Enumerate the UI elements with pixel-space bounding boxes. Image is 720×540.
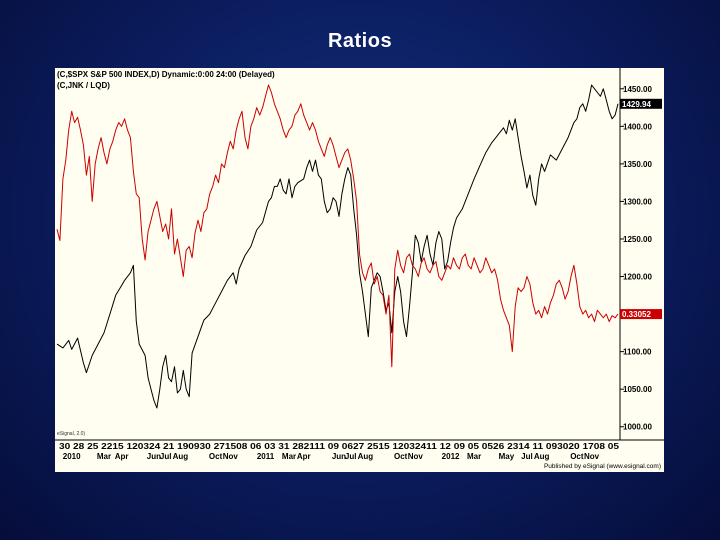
spx-last-label-box xyxy=(620,98,662,109)
series-line-jnk-lqd xyxy=(56,84,619,368)
x-month-label: May xyxy=(499,452,515,461)
x-month-label: Jun xyxy=(332,452,346,461)
x-month-label: Oct xyxy=(209,452,223,461)
y-tick-label: 1300.00 xyxy=(623,197,652,206)
slide-title: Ratios xyxy=(327,30,393,52)
series-line-spx xyxy=(56,84,619,409)
ratio-chart: (C,$SPX S&P 500 INDEX,D) Dynamic:0:00 24… xyxy=(55,68,664,472)
y-tick-label: 1050.00 xyxy=(623,385,652,394)
x-month-label: Aug xyxy=(358,452,374,461)
x-month-label: Aug xyxy=(534,452,550,461)
x-month-label: Jul xyxy=(345,452,357,461)
last-value-labels: 1429.94 0.33052 xyxy=(620,98,662,320)
chart-header-line2: (C,JNK / LQD) xyxy=(57,81,110,90)
x-month-label: Apr xyxy=(297,452,311,461)
y-tick-label: 1250.00 xyxy=(623,235,652,244)
x-month-label: Mar xyxy=(97,452,111,461)
y-tick-label: 1350.00 xyxy=(623,160,652,169)
x-month-label: 2011 xyxy=(257,452,275,461)
x-month-label: Mar xyxy=(282,452,296,461)
y-tick-label: 1200.00 xyxy=(623,273,652,282)
x-month-label: Apr xyxy=(115,452,129,461)
ratio-last-label: 0.33052 xyxy=(622,310,651,319)
x-month-label: Oct xyxy=(570,452,584,461)
chart-watermark: eSignal, 2.0) xyxy=(57,431,85,437)
plot-lines xyxy=(56,84,619,409)
x-month-label: Jul xyxy=(160,452,172,461)
x-month-label: Jun xyxy=(147,452,161,461)
x-month-label: Nov xyxy=(408,452,424,461)
x-month-label: Aug xyxy=(173,452,189,461)
x-month-label: Jul xyxy=(521,452,533,461)
y-tick-label: 1100.00 xyxy=(623,348,652,357)
x-month-label: Nov xyxy=(223,452,239,461)
ratio-last-label-box xyxy=(620,309,662,320)
chart-footer-note: Published by eSignal (www.esignal.com) xyxy=(544,463,661,470)
spx-last-label: 1429.94 xyxy=(622,100,651,109)
x-month-label: 2012 xyxy=(442,452,460,461)
x-month-label: Oct xyxy=(394,452,408,461)
y-tick-label: 1000.00 xyxy=(623,423,652,432)
x-month-label: 2010 xyxy=(63,452,81,461)
chart-header-line1: (C,$SPX S&P 500 INDEX,D) Dynamic:0:00 24… xyxy=(57,70,275,79)
x-day-labels: 30 28 25 2215 120324 21 190930 271508 06… xyxy=(59,442,620,451)
x-month-label: Mar xyxy=(467,452,481,461)
y-tick-label: 1450.00 xyxy=(623,85,652,94)
y-tick-label: 1400.00 xyxy=(623,122,652,131)
x-month-label: Nov xyxy=(584,452,600,461)
chart-panel: (C,$SPX S&P 500 INDEX,D) Dynamic:0:00 24… xyxy=(55,68,664,472)
